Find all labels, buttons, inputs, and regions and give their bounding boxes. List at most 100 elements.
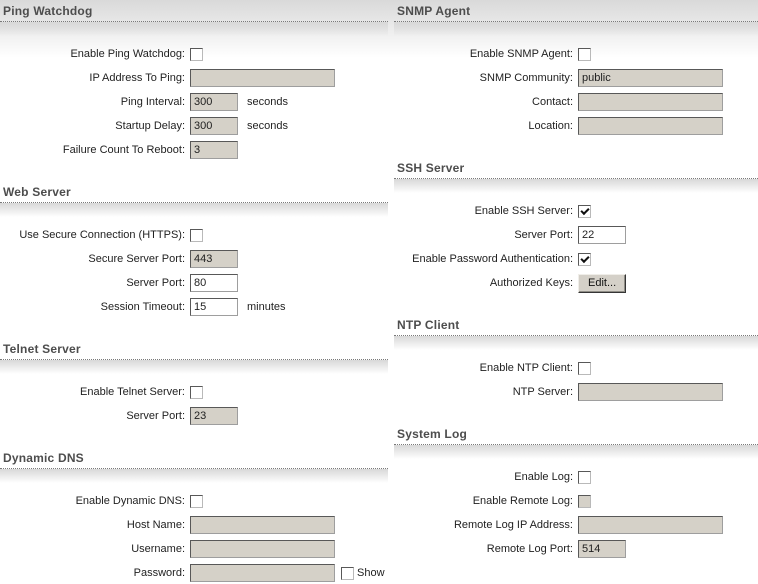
row-failure-count: Failure Count To Reboot: <box>0 138 388 162</box>
section-web-server: Web Server Use Secure Connection (HTTPS)… <box>0 181 388 319</box>
row-web-server-port: Server Port: <box>0 271 388 295</box>
row-enable-telnet: Enable Telnet Server: <box>0 380 388 404</box>
field-label: Authorized Keys: <box>489 277 573 289</box>
section-telnet-server: Telnet Server Enable Telnet Server: Serv… <box>0 338 388 428</box>
show-password-group: Show <box>341 566 385 580</box>
field-label: Enable Log: <box>514 471 573 483</box>
enable-telnet-checkbox[interactable] <box>190 385 203 399</box>
section-title-ntp-client: NTP Client <box>394 314 758 336</box>
section-ntp-client: NTP Client Enable NTP Client: NTP Server… <box>394 314 758 404</box>
field-label: Failure Count To Reboot: <box>62 144 185 156</box>
field-label: IP Address To Ping: <box>89 72 185 84</box>
row-enable-password-auth: Enable Password Authentication: <box>394 247 758 271</box>
field-label: Secure Server Port: <box>88 253 185 265</box>
enable-password-auth-checkbox[interactable] <box>578 252 591 266</box>
enable-snmp-agent-checkbox[interactable] <box>578 47 591 61</box>
field-label: Server Port: <box>126 277 185 289</box>
row-secure-server-port: Secure Server Port: <box>0 247 388 271</box>
field-label: Enable SNMP Agent: <box>469 48 573 60</box>
enable-ntp-checkbox[interactable] <box>578 361 591 375</box>
field-label: Use Secure Connection (HTTPS): <box>19 229 185 241</box>
field-label: Remote Log Port: <box>486 543 573 555</box>
row-ntp-server: NTP Server: <box>394 380 758 404</box>
location-input <box>578 117 723 135</box>
field-label: Enable Password Authentication: <box>412 253 573 265</box>
section-title-ssh-server: SSH Server <box>394 157 758 179</box>
field-label: Enable SSH Server: <box>474 205 573 217</box>
web-server-port-input[interactable] <box>190 274 238 292</box>
row-enable-ntp: Enable NTP Client: <box>394 356 758 380</box>
row-enable-log: Enable Log: <box>394 465 758 489</box>
section-title-ping-watchdog: Ping Watchdog <box>0 0 388 22</box>
enable-log-checkbox[interactable] <box>578 470 591 484</box>
startup-delay-input <box>190 117 238 135</box>
section-header-fade <box>0 203 388 217</box>
field-label: Session Timeout: <box>100 301 185 313</box>
secure-server-port-input <box>190 250 238 268</box>
enable-ddns-checkbox[interactable] <box>190 494 203 508</box>
failure-count-input <box>190 141 238 159</box>
section-ping-watchdog: Ping Watchdog Enable Ping Watchdog: IP A… <box>0 0 388 162</box>
unit-label: seconds <box>247 96 288 108</box>
show-password-checkbox[interactable] <box>341 566 354 580</box>
field-label: Username: <box>131 543 185 555</box>
field-label: Server Port: <box>126 410 185 422</box>
row-remote-log-port: Remote Log Port: <box>394 537 758 561</box>
row-enable-ping-watchdog: Enable Ping Watchdog: <box>0 42 388 66</box>
field-label: Enable Remote Log: <box>472 495 573 507</box>
section-title-web-server: Web Server <box>0 181 388 203</box>
enable-ping-watchdog-checkbox[interactable] <box>190 47 203 61</box>
snmp-community-input <box>578 69 723 87</box>
remote-log-port-input <box>578 540 626 558</box>
field-label: Enable NTP Client: <box>479 362 573 374</box>
section-title-telnet-server: Telnet Server <box>0 338 388 360</box>
field-label: Remote Log IP Address: <box>453 519 573 531</box>
show-password-label: Show <box>357 567 385 579</box>
section-ssh-server: SSH Server Enable SSH Server: Server Por… <box>394 157 758 295</box>
left-column: Ping Watchdog Enable Ping Watchdog: IP A… <box>0 0 388 584</box>
row-snmp-location: Location: <box>394 114 758 138</box>
row-snmp-community: SNMP Community: <box>394 66 758 90</box>
section-system-log: System Log Enable Log: Enable Remote Log… <box>394 423 758 561</box>
section-title-dynamic-dns: Dynamic DNS <box>0 447 388 469</box>
row-enable-ddns: Enable Dynamic DNS: <box>0 489 388 513</box>
field-label: Contact: <box>532 96 573 108</box>
row-telnet-server-port: Server Port: <box>0 404 388 428</box>
row-ssh-server-port: Server Port: <box>394 223 758 247</box>
authorized-keys-edit-button[interactable]: Edit... <box>578 273 627 293</box>
section-header-fade <box>394 445 758 459</box>
section-title-snmp-agent: SNMP Agent <box>394 0 758 22</box>
enable-ssh-checkbox[interactable] <box>578 204 591 218</box>
section-dynamic-dns: Dynamic DNS Enable Dynamic DNS: Host Nam… <box>0 447 388 584</box>
field-label: Enable Ping Watchdog: <box>70 48 185 60</box>
row-remote-log-ip: Remote Log IP Address: <box>394 513 758 537</box>
section-header-fade <box>0 360 388 374</box>
row-ip-address-to-ping: IP Address To Ping: <box>0 66 388 90</box>
field-label: SNMP Community: <box>479 72 573 84</box>
field-label: Startup Delay: <box>115 120 185 132</box>
session-timeout-input[interactable] <box>190 298 238 316</box>
field-label: NTP Server: <box>512 386 573 398</box>
row-enable-ssh: Enable SSH Server: <box>394 199 758 223</box>
row-enable-remote-log: Enable Remote Log: <box>394 489 758 513</box>
field-label: Server Port: <box>514 229 573 241</box>
enable-remote-log-checkbox <box>578 494 591 508</box>
field-label: Host Name: <box>126 519 185 531</box>
ddns-host-name-input <box>190 516 335 534</box>
row-ddns-password: Password: Show <box>0 561 388 584</box>
field-label: Enable Dynamic DNS: <box>75 495 185 507</box>
row-authorized-keys: Authorized Keys: Edit... <box>394 271 758 295</box>
row-ddns-username: Username: <box>0 537 388 561</box>
section-header-fade <box>394 336 758 350</box>
unit-label: minutes <box>247 301 286 313</box>
row-enable-snmp: Enable SNMP Agent: <box>394 42 758 66</box>
row-startup-delay: Startup Delay: seconds <box>0 114 388 138</box>
ddns-username-input <box>190 540 335 558</box>
use-https-checkbox[interactable] <box>190 228 203 242</box>
section-header-fade <box>394 179 758 193</box>
field-label: Ping Interval: <box>120 96 185 108</box>
row-snmp-contact: Contact: <box>394 90 758 114</box>
ping-interval-input <box>190 93 238 111</box>
ssh-server-port-input[interactable] <box>578 226 626 244</box>
